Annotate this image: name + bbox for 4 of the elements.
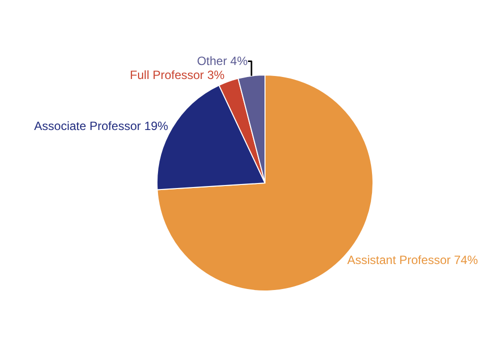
- slice-label: Assistant Professor 74%: [347, 253, 478, 268]
- slice-label: Other 4%: [196, 54, 248, 68]
- slice-label: Full Professor 3%: [130, 68, 225, 82]
- slice-label: Associate Professor 19%: [34, 119, 169, 134]
